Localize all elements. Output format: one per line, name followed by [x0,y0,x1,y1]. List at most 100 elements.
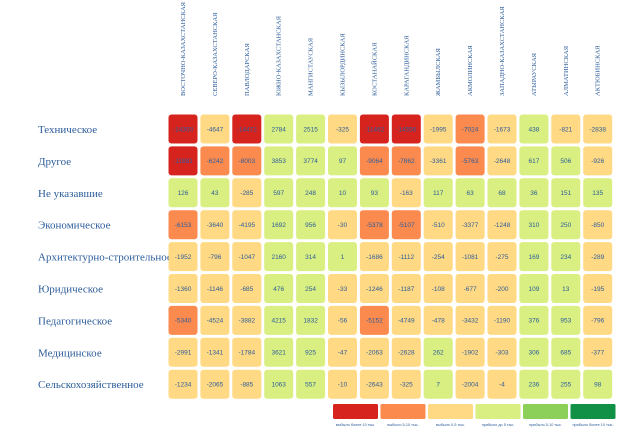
cell-value-label: -478 [432,318,445,325]
cell-value-label: 262 [433,350,444,357]
cell-value-label: -1190 [494,318,511,325]
cell-value-label: -325 [336,126,349,133]
cell-value-label: 255 [560,382,571,389]
heatmap-cell [296,305,326,335]
heatmap-cell [168,210,198,240]
cell-value-label: 310 [528,222,539,229]
column-label: АТЫРАУСКАЯ [531,52,538,96]
column-labels: ВОСТОЧНО-КАЗАХСТАНСКАЯ СЕВЕРО-КАЗАХСТАНСК… [180,1,602,96]
cell-value-label: 36 [530,190,538,197]
heatmap-cell [455,337,485,367]
heatmap-cell [168,274,198,303]
heatmap-cell [423,210,453,240]
heatmap-cell [423,178,453,208]
column-label: МАНГИСТАУСКАЯ [308,37,315,96]
heatmap-cell [391,369,421,399]
legend: выбыло более 10 тыс. выбыло 5-10 тыс. выбы… [333,404,616,427]
cell-value-label: -33 [338,286,348,293]
heatmap-cell [519,178,549,208]
heatmap-cell [168,242,198,272]
heatmap-cell [359,274,389,303]
heatmap-cell [296,337,326,367]
heatmap-cell [487,369,517,399]
column-label: СЕВЕРО-КАЗАХСТАНСКАЯ [212,12,219,96]
cell-value-label: 1 [341,254,345,261]
cell-value-label: -1246 [366,286,383,293]
cell-value-label: 376 [528,318,539,325]
heatmap-cell [519,114,549,144]
heatmap-cell [583,369,613,399]
cell-value-label: -6153 [175,222,192,229]
heatmap-cell [200,146,230,176]
cell-value-label: -1234 [175,382,192,389]
heatmap-cell [264,210,294,240]
cell-value-label: -796 [208,254,221,261]
cell-value-label: 306 [528,350,539,357]
cell-value-label: 13 [562,286,570,293]
cell-value-label: -2004 [462,382,479,389]
cell-value-label: 2784 [271,126,286,133]
cell-value-label: -1047 [238,254,255,261]
cell-value-label: -1673 [494,126,511,133]
heatmap-cell [519,210,549,240]
legend-label: прибыло 5-10 тыс. [529,423,562,427]
cell-value-label: -195 [591,286,604,293]
heatmap-cell [487,210,517,240]
cell-value-label: -1902 [462,350,479,357]
heatmap-cell [583,210,613,240]
cell-value-label: -510 [432,222,445,229]
row-label: Экономическое [38,220,111,232]
row-label: Юридическое [38,284,103,296]
cell-value-label: 43 [211,190,219,197]
cell-value-label: -11462 [365,126,385,133]
heatmap-cell [455,210,485,240]
cell-value-label: -2643 [366,382,383,389]
heatmap-cell [168,369,198,399]
cell-value-label: -5763 [462,158,479,165]
cell-value-label: -108 [432,286,445,293]
heatmap-cell [359,369,389,399]
heatmap-cell [583,274,613,303]
cell-value-label: -1112 [398,254,414,261]
row-label: Педагогическое [38,315,112,327]
heatmap-cell [391,146,421,176]
heatmap-cell [200,178,230,208]
heatmap-cell [583,178,613,208]
cell-value-label: -685 [240,286,253,293]
column-label: КОСТАНАЙСКАЯ [370,42,378,96]
cell-value-label: -30 [338,222,348,229]
heatmap-cells: -14300 -4647 -14472 2784 2515 -325 -11462 -1455… [168,114,613,399]
cell-value-label: -377 [591,350,604,357]
heatmap-cell [328,242,357,272]
heatmap-cell [391,114,421,144]
heatmap-cell [583,242,613,272]
heatmap-cell [264,337,294,367]
cell-value-label: -200 [495,286,508,293]
heatmap-cell [551,146,581,176]
heatmap-cell [551,242,581,272]
cell-value-label: -1146 [207,286,224,293]
cell-value-label: 169 [528,254,539,261]
cell-value-label: 956 [305,222,316,229]
heatmap-cell [551,210,581,240]
heatmap-cell [455,305,485,335]
cell-value-label: -4647 [207,126,224,133]
column-label: ПАВЛОДАРСКАЯ [244,43,251,96]
cell-value-label: -14472 [237,126,258,133]
cell-value-label: -5378 [366,222,383,229]
cell-value-label: -5340 [175,318,192,325]
heatmap-cell [328,369,357,399]
legend-swatch [380,404,426,419]
cell-value-label: -56 [338,318,348,325]
cell-value-label: 1692 [271,222,286,229]
legend-swatch [428,404,473,419]
heatmap-cell [328,337,357,367]
heatmap-cell [487,274,517,303]
cell-value-label: 953 [560,318,571,325]
heatmap-cell [391,337,421,367]
legend-swatch [570,404,616,419]
cell-value-label: 97 [339,158,347,165]
heatmap-cell [168,114,198,144]
cell-value-label: -4749 [398,318,415,325]
